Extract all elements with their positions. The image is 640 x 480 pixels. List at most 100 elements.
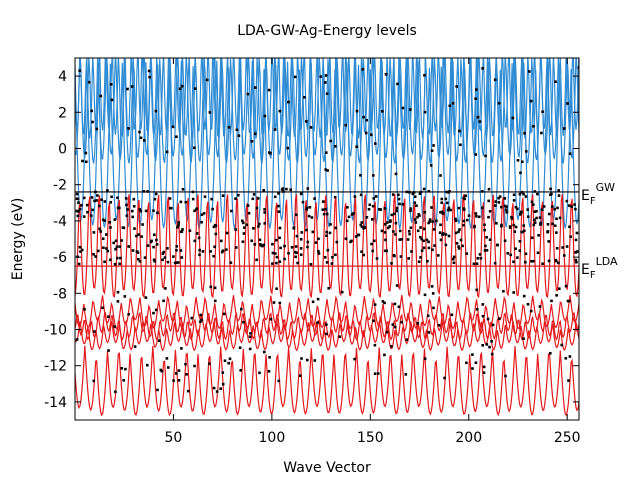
band-point [537,234,540,237]
band-point [556,206,559,210]
band-point [138,130,141,134]
band-point [116,256,119,260]
band-point [85,203,89,207]
band-point [400,320,403,324]
band-point [487,215,490,219]
band-point [395,284,399,287]
band-point [430,149,434,152]
band-point [287,251,290,255]
band-point [420,237,423,241]
band-point [131,215,134,219]
band-point [323,256,327,259]
band-point [462,207,466,210]
band-point [577,66,579,69]
band-point [261,244,264,248]
band-point [510,215,513,219]
band-point [419,235,422,239]
band-point [295,213,298,217]
band-point [221,194,225,197]
band-point [494,204,497,207]
band-point [440,210,444,214]
band-point [287,100,290,104]
band-point [487,199,490,203]
band-point [372,197,376,200]
band-point [103,260,106,264]
band-point [465,252,469,255]
band-point [257,225,260,228]
band-point [241,219,244,223]
band-point [475,308,479,311]
band-point [422,187,426,191]
band-point [144,296,148,299]
band-point [555,247,559,250]
band-point [85,160,88,164]
band-point [205,78,209,82]
band-point [118,245,121,248]
band-point [253,243,257,246]
band-point [409,226,413,229]
band-point [142,139,146,142]
band-point [227,126,231,129]
band-point [317,237,320,241]
band-point [500,205,503,209]
band-point [487,187,491,191]
band-point [275,287,278,290]
band-point [381,110,384,113]
band-point [114,390,117,394]
band-point [316,321,319,324]
band-point [359,193,363,197]
band-point [427,246,431,250]
band-point [512,260,515,264]
band-point [305,120,308,123]
band-point [209,250,212,253]
band-point [390,262,393,265]
band-point [497,201,501,204]
band-point [471,353,474,356]
chart-title: LDA-GW-Ag-Energy levels [237,23,417,39]
band-point [355,145,358,148]
band-point [175,135,178,138]
band-point [383,249,387,253]
band-point [325,234,328,237]
band-point [478,120,482,123]
band-point [566,102,569,105]
band-point [295,251,298,255]
band-point [177,261,180,264]
band-point [258,222,261,226]
band-point [417,213,420,216]
band-point [77,262,81,266]
band-point [295,234,299,238]
band-point [347,215,351,219]
band-point [155,238,158,242]
band-point [524,260,527,264]
band-point [375,257,379,260]
reference-lines: EFGW EFLDA [75,181,618,281]
band-point [394,172,398,176]
band-point [532,223,536,227]
band-point [138,260,142,263]
band-point [352,212,355,215]
band-point [277,210,281,213]
band-point [422,239,425,243]
band-point [359,223,363,227]
band-point [228,357,232,361]
band-point [121,226,125,229]
band-point [523,131,526,135]
band-point [92,253,95,256]
band-point [234,197,237,200]
band-point [197,236,201,240]
band-point [554,80,557,83]
band-point [452,255,456,259]
band-point [311,230,315,234]
band-point [139,136,143,140]
band-point [569,235,572,238]
band-point [193,239,197,243]
band-point [437,254,440,257]
band-point [426,314,430,318]
band-point [173,261,177,265]
band-point [280,188,284,191]
band-point [486,317,490,321]
band-point [419,226,422,229]
band-point [374,142,377,145]
band-point [459,238,463,242]
